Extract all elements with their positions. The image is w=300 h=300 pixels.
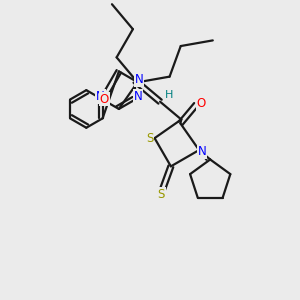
Text: N: N: [96, 90, 105, 103]
Text: N: N: [197, 145, 206, 158]
Text: S: S: [146, 132, 153, 145]
Text: S: S: [158, 188, 165, 201]
Text: H: H: [164, 90, 173, 100]
Text: O: O: [196, 97, 206, 110]
Text: O: O: [100, 92, 109, 106]
Text: N: N: [134, 90, 142, 103]
Text: N: N: [135, 73, 143, 86]
